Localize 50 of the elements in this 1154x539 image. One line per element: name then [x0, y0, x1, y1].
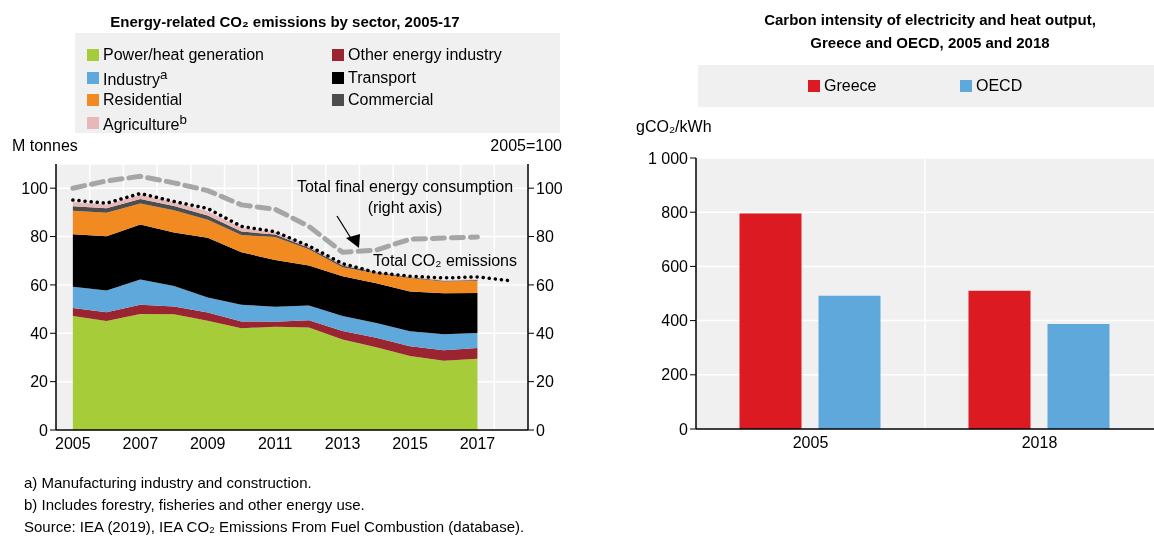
x-tick-label: 2015 [392, 435, 428, 453]
y-tick-label: 60 [30, 276, 49, 294]
series-label: Total final energy consumption (right axis) [296, 178, 514, 216]
x-tick-label: 2009 [189, 435, 226, 453]
y-tick-label: 400 [661, 312, 689, 330]
x-tick-label: 2011 [257, 435, 293, 453]
chart-title: Energy-related CO₂ emissions by sector, 2005-17 [110, 13, 460, 30]
text: a) Manufacturing industry and construction. [24, 474, 312, 491]
y-tick-label: 20 [30, 373, 49, 391]
y2-tick-label: 0 [536, 421, 545, 439]
y-tick-label: 80 [30, 228, 49, 246]
bar [818, 295, 881, 429]
y2-tick-label: 80 [536, 228, 554, 246]
legend-label: OECD [976, 76, 1023, 96]
y-axis-title: M tonnes [12, 137, 78, 154]
y-tick-label: 800 [661, 203, 689, 221]
x-tick-label: 2013 [324, 435, 361, 453]
chart-title: Carbon intensity of electricity and heat output, Greece and OECD, 2005 and 2018 [764, 11, 1096, 51]
y2-tick-label: 20 [536, 373, 554, 391]
series-label: Total CO₂ emissions [372, 252, 518, 269]
x-tick-label: 2017 [459, 435, 496, 453]
legend-label: Power/heat generation [103, 45, 264, 65]
legend-label: Greece [824, 76, 877, 96]
y2-axis-title: 2005=100 [490, 137, 562, 154]
legend-label: Other energy industry [348, 45, 502, 65]
y-tick-label: 1 000 [647, 149, 689, 167]
y2-tick-label: 60 [536, 276, 554, 294]
legend-label: Industry$^{a}$ [103, 65, 168, 91]
bar [968, 290, 1031, 429]
x-tick-label: 2007 [122, 435, 159, 453]
x-tick-label: 2018 [1021, 434, 1058, 452]
y-tick-label: 600 [661, 258, 689, 276]
legend-label: Commercial [348, 90, 434, 110]
bar [739, 213, 802, 429]
legend-label: Residential [103, 90, 183, 110]
y-tick-label: 100 [21, 179, 49, 197]
y2-tick-label: 40 [536, 324, 554, 342]
y2-tick-label: 100 [536, 179, 563, 197]
text: b) Includes forestry, fisheries and other energy use. [24, 496, 365, 513]
y-tick-label: 200 [661, 366, 689, 384]
source-note: Source: IEA (2019), IEA CO₂ Emissions From Fuel Combustion (database). [24, 518, 525, 535]
bar [1047, 324, 1110, 429]
x-tick-label: 2005 [55, 435, 91, 453]
y-tick-label: 40 [30, 324, 49, 342]
legend-label: Agriculture$^{b}$ [103, 110, 187, 136]
y-tick-label: 0 [39, 421, 49, 439]
y-axis-title: gCO₂/kWh [636, 118, 712, 135]
y-tick-label: 0 [679, 420, 689, 438]
legend-label: Transport [348, 67, 416, 88]
x-tick-label: 2005 [792, 434, 829, 452]
